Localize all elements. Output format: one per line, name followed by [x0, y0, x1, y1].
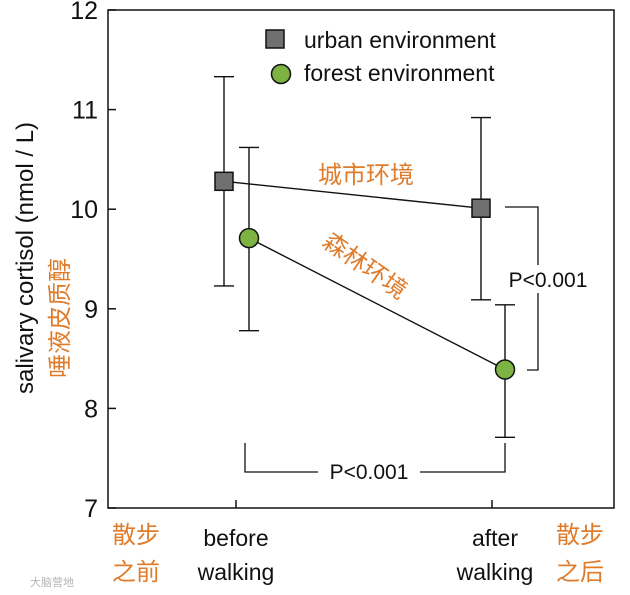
legend-forest-marker — [270, 63, 292, 85]
watermark: 大脑营地 — [30, 575, 74, 589]
series-line-forest — [248, 237, 506, 371]
x-axis-ticks — [235, 500, 493, 508]
legend-forest-label: forest environment — [304, 60, 495, 86]
category-before-line1: before — [203, 525, 268, 551]
category-after-cn-line1: 散步 — [556, 522, 604, 549]
y-tick-label: 10 — [70, 196, 98, 224]
bracket-after-label: P<0.001 — [509, 269, 588, 292]
y-axis-ticks: 7 8 9 10 11 12 — [70, 0, 116, 523]
bracket-after-label-bg — [497, 265, 597, 293]
y-tick-label: 8 — [84, 395, 98, 423]
y-tick-label: 12 — [70, 0, 98, 25]
data-point-urban — [214, 171, 234, 192]
series-line-urban — [223, 180, 482, 209]
significance-bracket-forest: P<0.001 — [244, 443, 506, 484]
series-lines — [223, 180, 506, 371]
category-before-line2: walking — [197, 559, 275, 585]
plot-frame — [107, 9, 615, 509]
legend-urban-label: urban environment — [304, 27, 496, 53]
y-tick-label: 7 — [84, 495, 98, 523]
legend: urban environment forest environment — [265, 27, 496, 86]
data-markers — [214, 171, 516, 380]
y-tick-label: 11 — [72, 97, 98, 125]
category-before-cn-line2: 之前 — [112, 559, 160, 586]
bracket-forest-label-bg — [318, 458, 420, 484]
category-before-cn-line1: 散步 — [112, 522, 160, 549]
data-point-forest — [494, 359, 516, 380]
category-after-line1: after — [472, 525, 518, 551]
category-after-line2: walking — [456, 559, 534, 585]
data-point-urban — [471, 198, 491, 218]
y-tick-label: 9 — [84, 296, 98, 324]
category-after-cn-line2: 之后 — [556, 559, 604, 586]
legend-urban-marker — [265, 29, 285, 49]
urban-series-label-cn: 城市环境 — [318, 162, 414, 189]
y-axis-title: salivary cortisol (nmol / L) — [12, 122, 39, 394]
forest-series-label-cn: 森林环境 — [318, 228, 412, 305]
data-point-forest — [238, 227, 260, 249]
y-axis-title-cn: 唾液皮质醇 — [47, 258, 74, 378]
bracket-forest-label: P<0.001 — [330, 461, 409, 484]
significance-bracket-after: P<0.001 — [497, 206, 597, 371]
